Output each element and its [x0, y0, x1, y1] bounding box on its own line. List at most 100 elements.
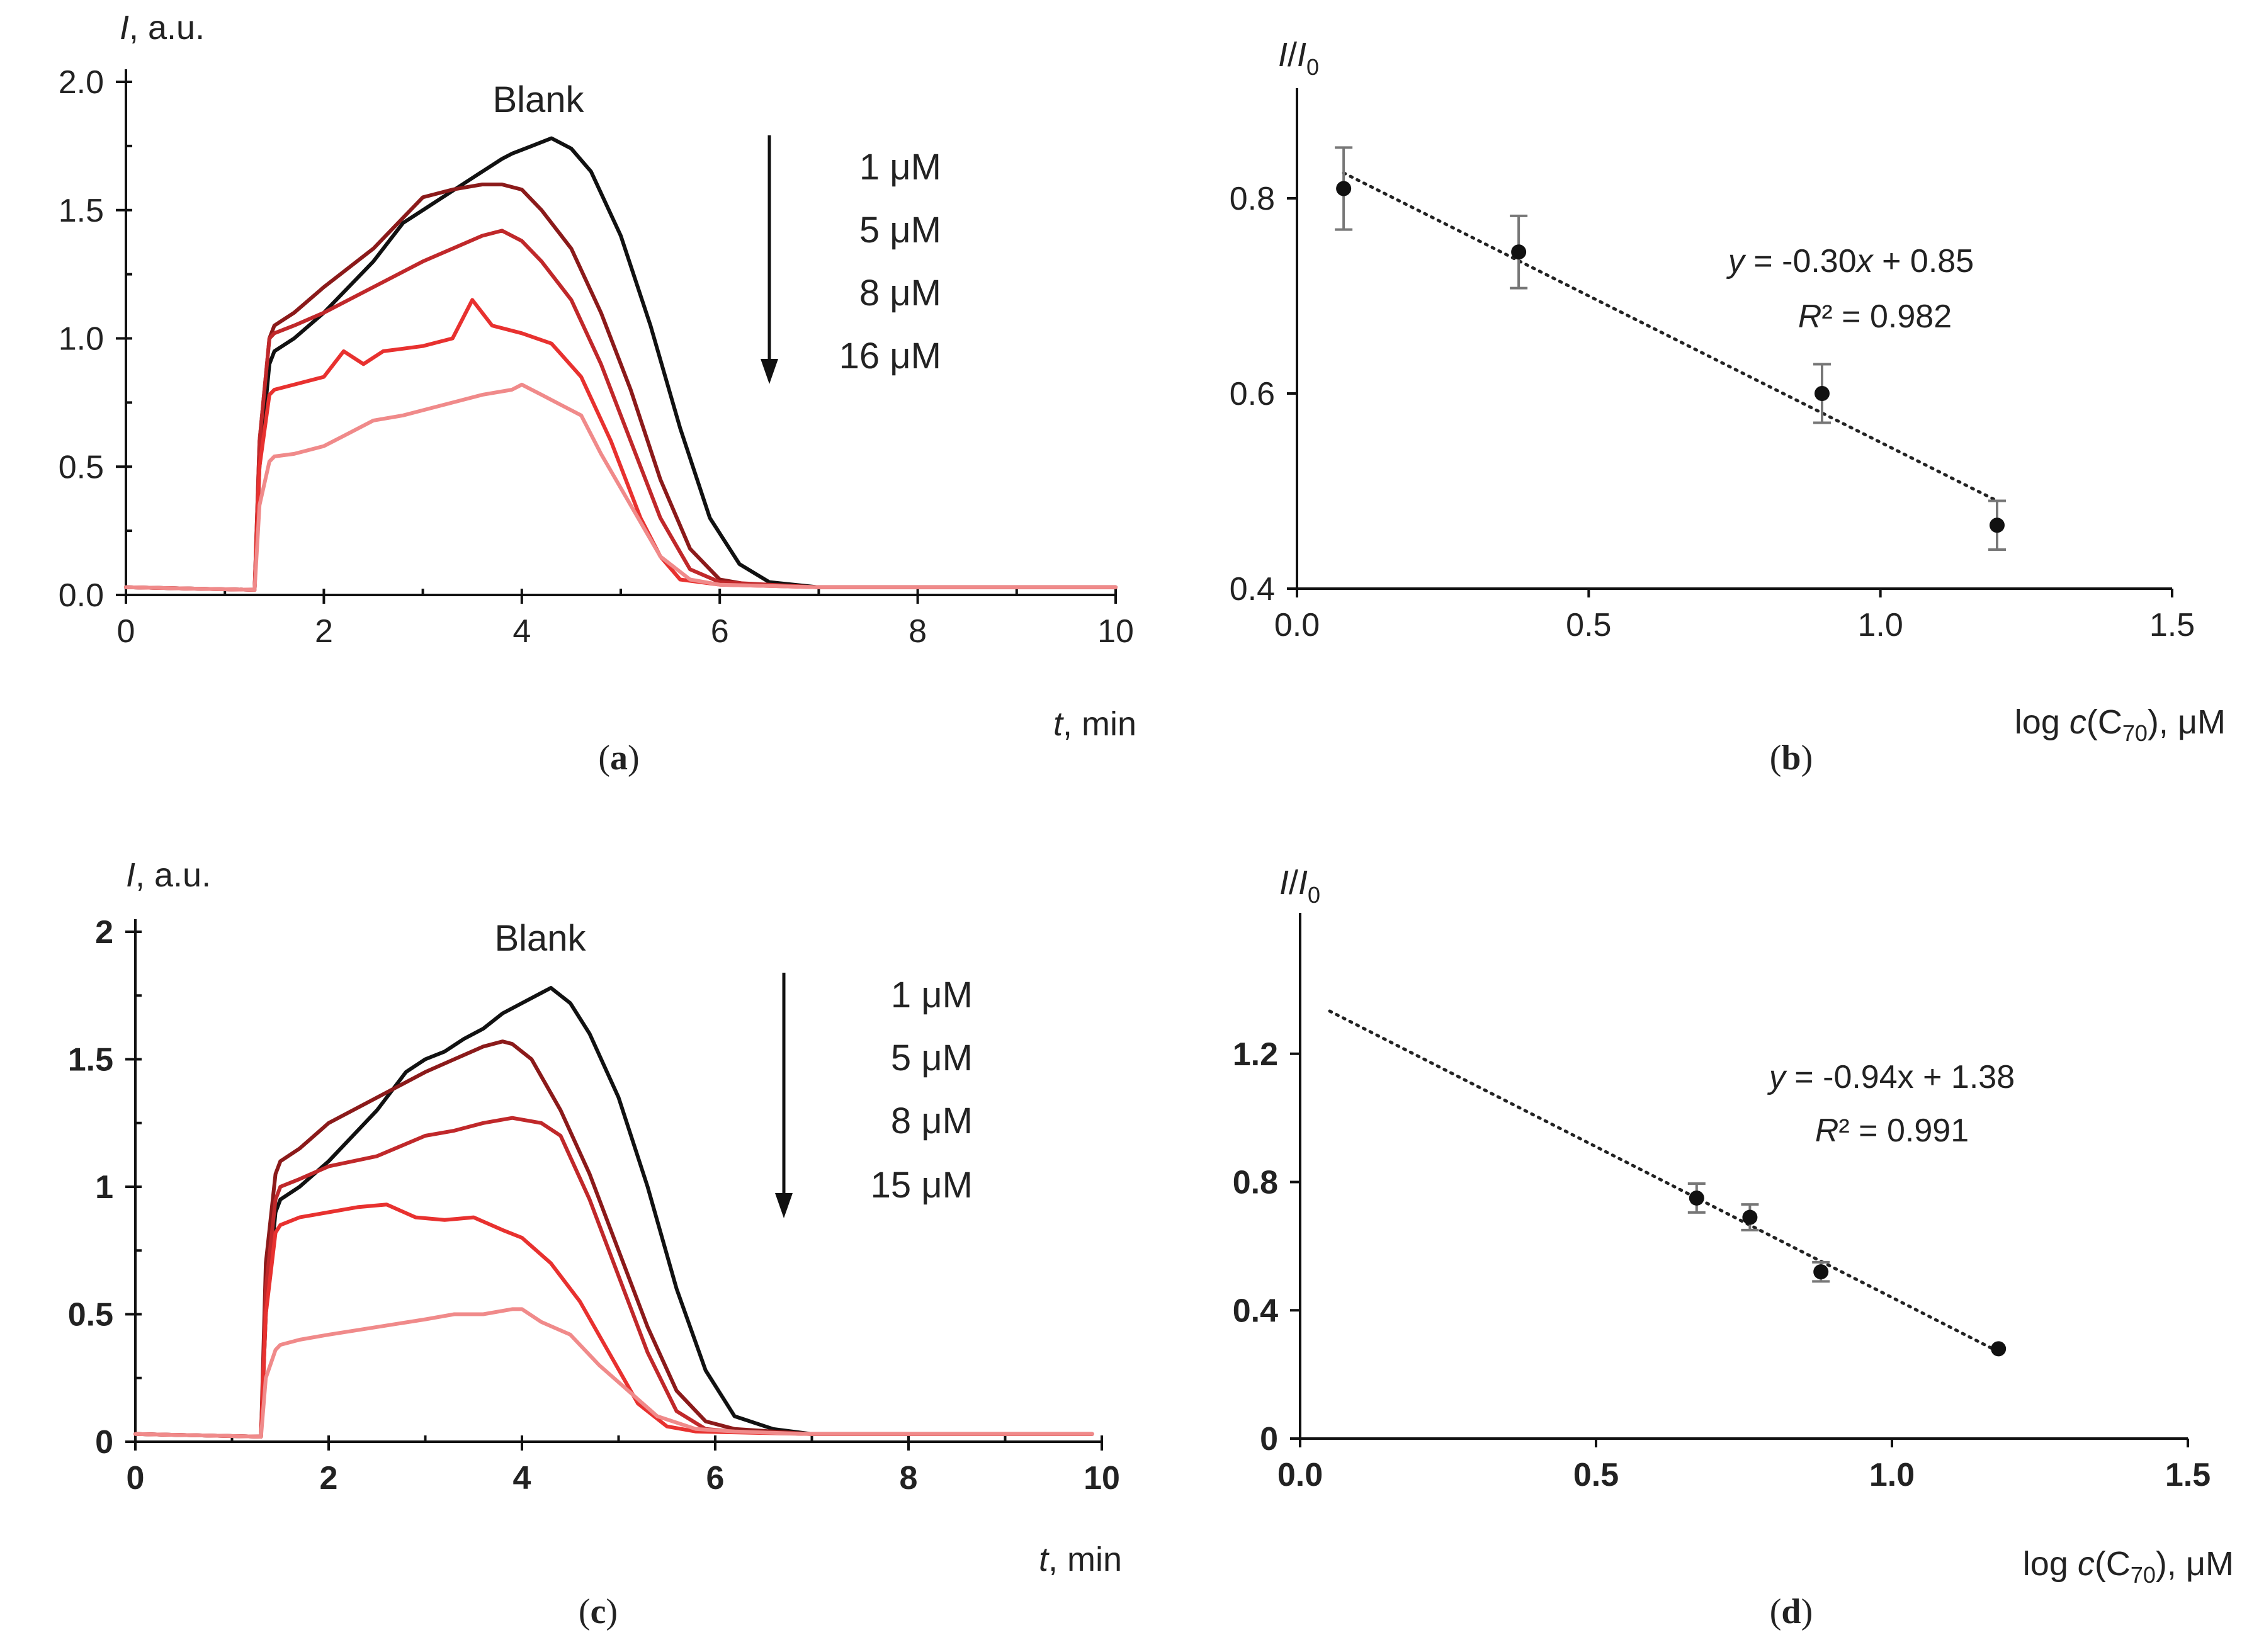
panel-a-ticks: 0 2 4 6 8 10 0.0 0.5 1.0 1.5 2.0: [59, 64, 1134, 650]
panel-d-xlabel-pre: log: [2023, 1545, 2078, 1583]
panel-a-series-line-1: [124, 183, 1118, 592]
panel-b-data-point: [1336, 181, 1352, 196]
panel-a-series-line-2: [124, 229, 1118, 592]
panel-c-y-tick-label: 1: [95, 1169, 113, 1206]
panel-b-x-tick-label: 0.5: [1566, 607, 1611, 643]
panel-d-data-point: [1991, 1341, 2007, 1357]
panel-a: 0 2 4 6 8 10 0.0 0.5 1.0 1.5 2.0 I, a.u. t, min Bl…: [59, 9, 1136, 778]
panel-b-points: [1335, 146, 2006, 551]
panel-a-y-tick-label: 0.0: [59, 577, 104, 614]
panel-b-ylabel-denominator: I: [1297, 36, 1306, 74]
panel-b-x-tick-label: 0.0: [1274, 607, 1320, 643]
panel-d-xlabel-sub: 70: [2131, 1562, 2156, 1588]
panel-d-data-point: [1742, 1209, 1758, 1225]
panel-c-x-tick-label: 8: [900, 1460, 918, 1496]
panel-d-y-tick-label: 0.4: [1233, 1293, 1278, 1329]
panel-b-xlabel-c: c: [2069, 703, 2086, 741]
panel-d-x-tick-label: 1.0: [1869, 1457, 1915, 1493]
panel-d-ylabel-denominator: I: [1298, 864, 1308, 902]
panel-b-equation-tail: + 0.85: [1873, 243, 1974, 280]
panel-c-legend-item-4: 15 μM: [871, 1165, 973, 1206]
panel-b-data-point: [1511, 244, 1527, 260]
panel-b-xlabel-pre: log: [2015, 703, 2069, 741]
panel-b-x-tick-label: 1.0: [1858, 607, 1903, 643]
panel-a-ylabel-symbol: I: [120, 9, 129, 47]
panel-d-points: [1687, 1182, 2007, 1357]
panel-b-ylabel-sub: 0: [1306, 54, 1319, 80]
panel-d-data-point: [1689, 1190, 1704, 1206]
panel-b-y-tick-label: 0.6: [1230, 376, 1275, 412]
panel-c-legend-item-3: 8 μM: [891, 1100, 973, 1141]
panel-d-y-tick-label: 1.2: [1233, 1036, 1278, 1073]
panel-c-x-tick-label: 10: [1084, 1460, 1120, 1496]
panel-d-xlabel-mid: (C: [2095, 1545, 2131, 1583]
panel-c-x-tick-label: 4: [513, 1460, 531, 1496]
panel-b-ylabel: I/I0: [1278, 36, 1319, 80]
panel-d-x-tick-label: 1.5: [2165, 1457, 2211, 1493]
panel-c-ylabel-symbol: I: [126, 856, 135, 894]
panel-c-x-tick-label: 6: [706, 1460, 725, 1496]
panel-b-xlabel-post: ), μM: [2148, 703, 2226, 741]
panel-a-caption-letter: a: [610, 738, 628, 778]
panel-d-ylabel-sep: /: [1289, 864, 1298, 902]
panel-b-caption-letter: b: [1781, 738, 1801, 778]
panel-b-x-tick-label: 1.5: [2149, 607, 2195, 643]
panel-a-x-tick-label: 10: [1097, 613, 1134, 650]
panel-d-y-tick-label: 0: [1260, 1421, 1278, 1457]
panel-d-equation-y: y: [1767, 1059, 1787, 1095]
panel-c-xlabel-symbol: t: [1039, 1541, 1050, 1578]
panel-a-legend-item-3: 8 μM: [859, 273, 941, 314]
panel-c-series-line-1: [133, 1039, 1094, 1439]
panel-a-xlabel-symbol: t: [1053, 705, 1064, 743]
panel-b-ticks: 0.0 0.5 1.0 1.5 0.4 0.6 0.8: [1230, 181, 2195, 643]
panel-a-series-line-4: [124, 382, 1118, 592]
panel-c-legend-item-1: 1 μM: [891, 975, 973, 1016]
panel-a-xlabel: t, min: [1053, 705, 1136, 743]
panel-a-x-tick-label: 4: [512, 613, 531, 650]
panel-c-caption: (c): [579, 1592, 618, 1631]
panel-d-caption-letter: d: [1781, 1592, 1801, 1631]
panel-c-caption-letter: c: [591, 1592, 606, 1631]
panel-d-ylabel-sub: 0: [1308, 882, 1320, 908]
panel-c-ylabel-unit: , a.u.: [135, 856, 211, 894]
panel-c-y-tick-label: 0.5: [68, 1297, 113, 1333]
panel-b-trendline: [1342, 171, 1999, 502]
panel-b-data-point: [1990, 518, 2005, 533]
panel-b-trendline: [1342, 171, 1999, 502]
panel-d-x-tick-label: 0.5: [1573, 1457, 1619, 1493]
panel-a-y-tick-label: 1.5: [59, 193, 104, 229]
panel-a-legend-item-4: 16 μM: [839, 336, 941, 376]
panel-c-xlabel-unit: , min: [1048, 1541, 1122, 1578]
panel-a-y-tick-label: 2.0: [59, 64, 104, 101]
panel-d-ylabel: I/I0: [1279, 864, 1320, 908]
panel-b-axes: [1296, 88, 2172, 590]
panel-a-caption: (a): [598, 738, 639, 778]
panel-b-r2-symbol: R: [1798, 298, 1822, 335]
panel-a-ylabel: I, a.u.: [120, 9, 205, 47]
panel-a-series-line-0: [124, 136, 1118, 592]
panel-a-xlabel-unit: , min: [1063, 705, 1136, 743]
panel-d-data-point: [1813, 1264, 1829, 1280]
panel-d-equation: y = -0.94x + 1.38: [1767, 1059, 2015, 1095]
panel-a-legend-item-1: 1 μM: [859, 147, 941, 188]
panel-b-ylabel-numerator: I: [1278, 36, 1288, 74]
panel-b-equation-x: x: [1855, 243, 1874, 280]
panel-c-y-tick-label: 1.5: [68, 1042, 113, 1078]
panel-a-y-tick-label: 0.5: [59, 449, 104, 485]
panel-d-caption: (d): [1770, 1592, 1813, 1631]
panel-c-x-tick-label: 2: [320, 1460, 338, 1496]
panel-d-r2-value: ² = 0.991: [1838, 1112, 1969, 1149]
panel-b: 0.0 0.5 1.0 1.5 0.4 0.6 0.8 I/I0 log c(C70), μ…: [1230, 36, 2226, 778]
panel-c-legend-arrowhead: [775, 1193, 793, 1218]
panel-c-legend-item-2: 5 μM: [891, 1038, 973, 1078]
panel-b-r2-value: ² = 0.982: [1821, 298, 1952, 335]
panel-a-series-line-3: [124, 298, 1118, 592]
panel-a-x-tick-label: 8: [909, 613, 927, 650]
panel-b-equation-y: y: [1726, 243, 1747, 280]
panel-d: 0.0 0.5 1.0 1.500.40.81.2 I/I0 log c(C70), …: [1233, 864, 2234, 1631]
panel-a-series: [124, 136, 1118, 592]
panel-a-legend-arrowhead: [761, 359, 778, 384]
panel-d-r2-symbol: R: [1815, 1112, 1839, 1149]
panel-c-series: [133, 986, 1094, 1439]
